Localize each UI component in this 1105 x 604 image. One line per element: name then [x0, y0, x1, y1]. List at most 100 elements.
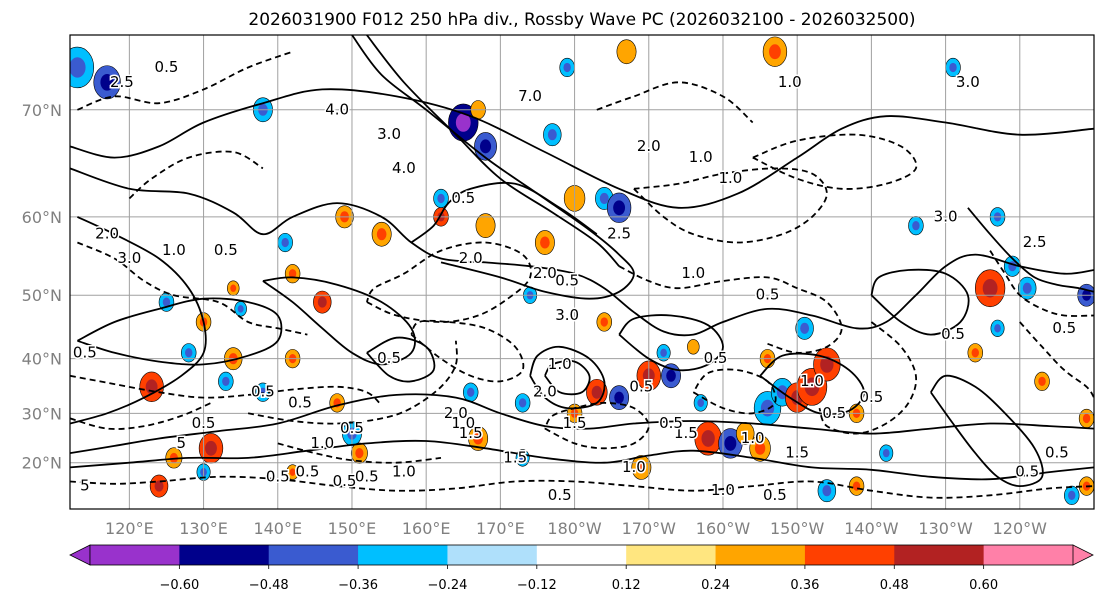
negative-contour-line [692, 368, 777, 415]
contour-label: 1.0 [778, 73, 802, 91]
plot-frame [69, 34, 1095, 510]
divergence-cell-core [613, 200, 626, 216]
contour-label: 0.5 [704, 349, 728, 367]
colorbar-tick-label: −0.48 [249, 578, 289, 593]
divergence-cell [687, 339, 700, 355]
x-tick-label: 130°W [918, 519, 973, 538]
contour-label: 0.5 [73, 343, 97, 361]
x-tick-label: 150°W [770, 519, 825, 538]
colorbar-segment [626, 545, 717, 565]
divergence-cell-core [994, 324, 1001, 333]
divergence-cell-core [205, 440, 217, 456]
positive-contour-line [366, 336, 436, 383]
colorbar-segment [358, 545, 448, 565]
colorbar-tick-label: −0.36 [338, 578, 378, 593]
contour-label: 3.0 [377, 125, 401, 143]
contour-label: 0.5 [296, 463, 320, 481]
colorbar-tick-label: 0.24 [701, 578, 730, 593]
divergence-cell-core [724, 435, 737, 451]
divergence-cell-core [230, 284, 237, 292]
x-tick-label: 170°E [476, 519, 525, 538]
positive-contour-line [351, 35, 635, 300]
divergence-cell-core [563, 62, 571, 73]
negative-contour-line [247, 340, 458, 425]
divergence-cell-core [162, 297, 171, 307]
positive-contour-line [70, 393, 1094, 454]
colorbar-tick-label: −0.12 [517, 578, 557, 593]
divergence-cell-core [1082, 413, 1091, 424]
contour-label: 0.5 [1015, 463, 1039, 481]
contour-label: 5 [177, 434, 187, 452]
colorbar-tick-label: −0.24 [428, 578, 468, 593]
divergence-cell-core [540, 236, 550, 249]
divergence-cell-core [376, 228, 387, 241]
positive-contour-line [618, 314, 724, 372]
contour-label: 1.0 [800, 372, 824, 390]
contour-label: 0.5 [333, 472, 357, 490]
contour-label: 4.0 [325, 100, 349, 118]
divergence-cell-core [185, 348, 193, 358]
divergence-cell-core [288, 269, 297, 279]
colorbar-segment [268, 545, 359, 565]
divergence-cell-core [636, 461, 647, 474]
divergence-cell-core [455, 113, 471, 132]
negative-contour-line [818, 321, 918, 435]
divergence-cell-core [1022, 282, 1032, 294]
contour-label: 1.0 [622, 458, 646, 476]
contour-label: 1.0 [681, 264, 705, 282]
divergence-cell-core [466, 387, 475, 397]
negative-contour-line [77, 241, 308, 336]
x-tick-label: 130°E [179, 519, 228, 538]
colorbar-extend-low [69, 544, 91, 566]
divergence-cell-core [437, 193, 445, 204]
contour-label: 0.5 [288, 393, 312, 411]
divergence-cell-core [518, 398, 527, 408]
divergence-cell-core [479, 139, 492, 154]
divergence-cell-core [289, 468, 296, 476]
positive-contour-line [410, 181, 598, 244]
negative-contour-line [128, 150, 264, 200]
negative-contour-line [277, 442, 442, 464]
colorbar-tick-label: 0.36 [790, 578, 819, 593]
colorbar-tick-label: −0.60 [159, 578, 199, 593]
colorbar-segment [447, 545, 538, 565]
contour-label: 0.5 [756, 286, 780, 304]
divergence-cell-core [222, 376, 230, 386]
contour-label: 3.0 [934, 207, 958, 225]
negative-contour-line [70, 475, 1094, 499]
divergence-cell-core [701, 430, 715, 447]
divergence-cell-core [1068, 490, 1076, 500]
divergence-cell-core [820, 356, 834, 373]
colorbar-outline [89, 544, 1074, 566]
divergence-cell-core [697, 398, 705, 408]
positive-contour-line [366, 35, 620, 267]
contour-label: 0.5 [659, 414, 683, 432]
contour-label: 2.5 [607, 225, 631, 243]
divergence-cell-core [768, 44, 781, 60]
contour-label: 4.0 [392, 159, 416, 177]
positive-contour-line [967, 207, 1094, 293]
positive-contour-line [70, 167, 1094, 337]
divergence-cell-core [660, 348, 667, 357]
contour-label: 0.5 [266, 467, 290, 485]
negative-contour-line [77, 50, 293, 111]
positive-contour-line [262, 276, 416, 366]
divergence-cell-core [519, 453, 526, 463]
colorbar-tick-label: 0.48 [880, 578, 909, 593]
divergence-cell-core [154, 480, 164, 492]
contour-label: 0.5 [548, 486, 572, 504]
y-tick-label: 30°N [22, 404, 62, 423]
contour-label: 1.5 [563, 414, 587, 432]
divergence-cell-core [760, 399, 775, 417]
divergence-cell-core [912, 221, 920, 231]
contour-label: 5 [80, 477, 90, 495]
colorbar-segment [536, 545, 627, 565]
positive-contour-line [70, 88, 1094, 209]
divergence-cell [616, 39, 637, 65]
contour-label: 2.0 [95, 225, 119, 243]
colorbar-segment [894, 545, 985, 565]
contour-label: 2.0 [637, 137, 661, 155]
divergence-cell-core [600, 317, 608, 327]
colorbar-tick-label: 0.12 [612, 578, 641, 593]
colorbar-tick-label: 0.60 [969, 578, 998, 593]
